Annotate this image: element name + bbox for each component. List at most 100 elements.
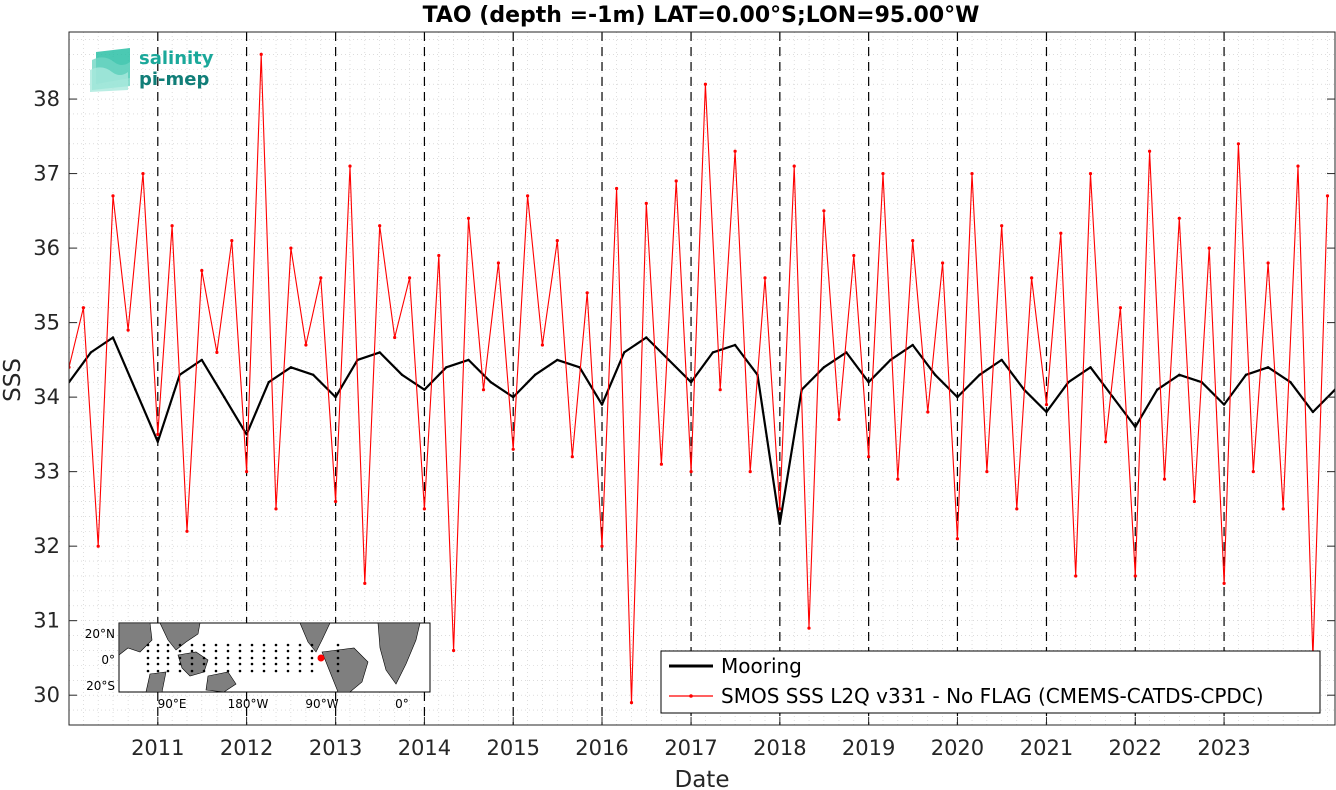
data-point-smos xyxy=(822,209,826,213)
map-mooring-dot xyxy=(298,669,302,673)
data-point-smos xyxy=(689,470,693,474)
map-mooring-dot xyxy=(178,649,182,653)
map-mooring-dot xyxy=(166,656,170,660)
data-point-smos xyxy=(1000,224,1004,228)
map-mooring-dot xyxy=(286,656,290,660)
map-mooring-dot xyxy=(274,656,278,660)
data-point-smos xyxy=(778,507,782,511)
data-point-smos xyxy=(1236,142,1240,146)
mooring-array-dots xyxy=(146,643,340,673)
x-tick-label: 2018 xyxy=(753,736,806,760)
data-point-smos xyxy=(1118,306,1122,310)
map-mooring-dot xyxy=(286,669,290,673)
data-point-smos xyxy=(141,172,145,176)
data-point-mooring xyxy=(467,358,470,362)
map-mooring-dot xyxy=(226,649,230,653)
map-mooring-dot xyxy=(310,649,314,653)
data-point-smos xyxy=(1192,499,1196,504)
data-point-mooring xyxy=(400,373,404,376)
data-point-smos xyxy=(200,268,204,273)
map-mooring-dot xyxy=(146,662,150,666)
data-point-smos xyxy=(1074,574,1078,578)
map-mooring-dot xyxy=(226,656,230,660)
legend-smos-marker xyxy=(689,694,693,698)
data-point-smos xyxy=(748,470,752,474)
map-mooring-dot xyxy=(166,669,170,673)
map-mooring-dot xyxy=(146,669,150,673)
data-point-mooring xyxy=(1045,410,1048,414)
data-point-smos xyxy=(1296,164,1300,168)
data-point-mooring xyxy=(556,358,559,362)
axes-box xyxy=(68,31,1336,726)
data-point-mooring xyxy=(445,366,448,369)
legend-entry-mooring: Mooring xyxy=(721,654,802,678)
data-point-smos xyxy=(1162,477,1167,481)
data-point-smos xyxy=(259,52,263,57)
series-layer xyxy=(69,52,1335,705)
salinity-pi-mep-logo: salinity pi-mep xyxy=(90,48,214,92)
data-point-smos xyxy=(481,388,486,392)
data-point-mooring xyxy=(845,351,848,354)
data-point-smos xyxy=(170,224,174,228)
y-tick-label: 34 xyxy=(33,385,60,409)
map-lat-label: 20°N xyxy=(85,627,115,641)
data-point-smos xyxy=(185,529,189,533)
map-mooring-dot xyxy=(250,669,254,673)
map-mooring-dot xyxy=(310,656,314,660)
data-point-smos xyxy=(926,410,930,414)
series-line-smos xyxy=(69,53,1329,704)
data-point-smos xyxy=(881,172,885,176)
data-point-smos xyxy=(629,701,634,705)
data-point-smos xyxy=(659,462,664,466)
map-mooring-dot xyxy=(214,656,218,660)
map-mooring-dot xyxy=(336,643,340,647)
data-point-smos xyxy=(792,164,796,168)
map-mooring-dot xyxy=(298,662,302,666)
map-mooring-dot xyxy=(250,649,254,653)
x-tick-label: 2019 xyxy=(842,736,895,760)
data-point-smos xyxy=(1281,507,1285,511)
data-point-smos xyxy=(1325,194,1330,198)
data-point-smos xyxy=(348,164,352,168)
data-point-smos xyxy=(555,239,559,243)
y-tick-label: 30 xyxy=(33,683,60,707)
data-point-smos xyxy=(408,276,412,280)
map-mooring-dot xyxy=(238,669,242,673)
x-tick-label: 2023 xyxy=(1197,736,1250,760)
map-mooring-dot xyxy=(238,656,242,660)
y-tick-label: 38 xyxy=(33,87,60,111)
data-point-smos xyxy=(703,82,708,86)
map-mooring-dot xyxy=(336,662,340,666)
data-point-smos xyxy=(111,194,115,198)
y-tick-label: 33 xyxy=(33,460,60,484)
x-tick-label: 2021 xyxy=(1020,736,1073,760)
data-point-smos xyxy=(955,537,960,541)
map-mooring-dot xyxy=(226,662,230,666)
data-point-smos xyxy=(615,186,619,191)
data-point-mooring xyxy=(889,358,892,362)
map-mooring-dot xyxy=(250,643,254,647)
legend-entry-smos: SMOS SSS L2Q v331 - No FLAG (CMEMS-CATDS… xyxy=(721,684,1264,708)
data-point-smos xyxy=(274,507,278,511)
map-mooring-dot xyxy=(178,662,182,666)
year-divider-lines xyxy=(157,32,1225,725)
x-tick-label: 2014 xyxy=(398,736,451,760)
data-point-mooring xyxy=(1178,373,1181,376)
y-tick-label: 35 xyxy=(33,311,60,335)
map-mooring-dot xyxy=(166,662,170,666)
map-mooring-dot xyxy=(202,662,206,666)
map-mooring-dot xyxy=(156,656,160,660)
map-mooring-dot xyxy=(202,669,206,673)
data-point-mooring xyxy=(223,395,226,399)
data-point-smos xyxy=(1104,440,1108,444)
map-mooring-dot xyxy=(166,649,170,653)
data-point-smos xyxy=(437,253,441,258)
map-mooring-dot xyxy=(286,649,290,653)
data-point-mooring xyxy=(933,373,937,376)
data-point-smos xyxy=(215,350,219,354)
data-point-smos xyxy=(156,432,160,436)
data-point-smos xyxy=(837,417,841,422)
y-axis-label: SSS xyxy=(0,358,26,402)
data-point-smos xyxy=(363,581,367,586)
data-point-mooring xyxy=(1089,366,1092,369)
